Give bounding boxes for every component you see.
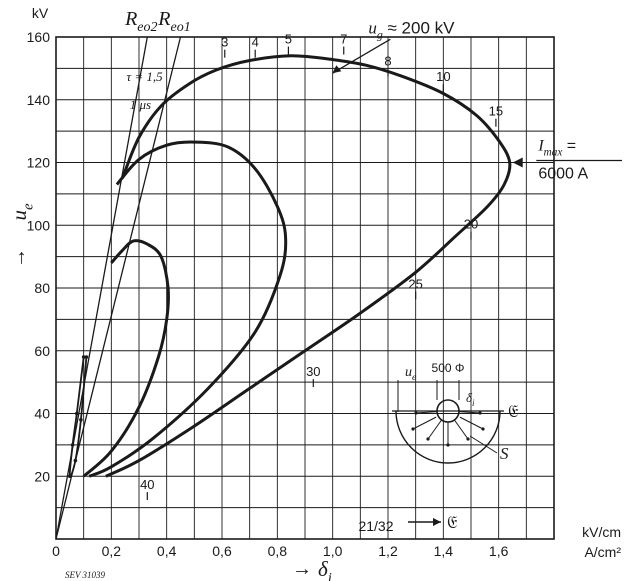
x-tick-label: 0 bbox=[52, 543, 60, 559]
point-label: 7 bbox=[340, 32, 347, 47]
series-curve bbox=[105, 54, 512, 478]
series-curve bbox=[88, 140, 288, 478]
y-tick-label: 20 bbox=[34, 468, 50, 484]
inset-field-ray bbox=[454, 420, 469, 440]
inset-field-ray bbox=[459, 416, 484, 430]
x-unit: A/cm² bbox=[584, 544, 621, 560]
y-tick-label: 100 bbox=[27, 217, 51, 233]
inset-ray-tip bbox=[466, 437, 470, 441]
inset-ray-tip bbox=[478, 411, 482, 415]
y-unit: kV bbox=[32, 5, 49, 21]
inset-delta-label: δi bbox=[466, 390, 475, 408]
x-arrow: → bbox=[292, 558, 312, 580]
inset-electrode bbox=[436, 399, 460, 423]
y-arrow: → bbox=[8, 248, 30, 268]
point-label: 10 bbox=[436, 69, 450, 84]
y-tick-label: 140 bbox=[27, 92, 51, 108]
grid bbox=[55, 36, 555, 540]
inset-field-symbol: 𝔈 bbox=[508, 402, 519, 421]
axes: 0 0,2 0,4 0,6 0,8 1,0 1,2 1,4 1,6 20 40 60 80 100 120 1… bbox=[7, 5, 621, 581]
series-point bbox=[73, 458, 78, 463]
x-tick-label: 1,0 bbox=[323, 543, 343, 559]
inset-ray-tip bbox=[426, 437, 430, 441]
inset-field-ray bbox=[427, 420, 442, 440]
inset-field-ray bbox=[458, 411, 481, 414]
point-label: 4 bbox=[252, 35, 259, 50]
series-point bbox=[81, 355, 86, 359]
x-tick-label: 0,2 bbox=[102, 543, 122, 559]
x-tick-label: 1,2 bbox=[378, 543, 398, 559]
inset-ray-tip bbox=[481, 427, 485, 431]
inset-dimension-label: 500 Φ bbox=[432, 361, 465, 375]
ug-arrowhead bbox=[332, 65, 342, 74]
point-label: 25 bbox=[408, 276, 422, 291]
imax-value: 6000 A bbox=[538, 166, 588, 183]
curves bbox=[68, 54, 512, 479]
imax-label: Imax = bbox=[537, 138, 576, 159]
x-axis-symbol: δi bbox=[318, 557, 332, 581]
series-point bbox=[74, 411, 79, 416]
inset-field-ray bbox=[412, 416, 437, 430]
x-tick-label: 0,6 bbox=[212, 543, 232, 559]
imax-arrowhead bbox=[512, 157, 523, 168]
point-label: 8 bbox=[384, 54, 391, 69]
series-point bbox=[79, 417, 83, 422]
ug-annotation: ug ≈ 200 kV bbox=[368, 18, 455, 41]
series-point bbox=[70, 443, 75, 447]
point-label: 40 bbox=[140, 477, 154, 492]
ug-pointer bbox=[332, 38, 391, 74]
point-label: 15 bbox=[489, 104, 503, 119]
x-tick-label: 0,8 bbox=[268, 543, 288, 559]
inset-ray-tip bbox=[414, 411, 418, 415]
inset-s-label: S bbox=[500, 444, 509, 463]
point-label: 5 bbox=[285, 32, 292, 47]
y-tick-label: 80 bbox=[34, 280, 50, 296]
y-tick-label: 40 bbox=[34, 406, 50, 422]
field-arrowhead bbox=[433, 518, 441, 526]
point-label: 3 bbox=[221, 35, 228, 50]
series-point bbox=[68, 474, 72, 479]
tau-annotation: τ = 1,5 bbox=[126, 69, 163, 84]
inset-diagram: ue 500 Φ δi 𝔈 S bbox=[392, 361, 519, 464]
figure-code: SEV 31039 bbox=[65, 570, 106, 580]
reference-line-label: Reo2 bbox=[124, 8, 157, 35]
reference-line-label: Reo1 bbox=[157, 8, 190, 35]
inset-half-disc bbox=[395, 410, 501, 464]
series-point bbox=[84, 355, 89, 359]
field-symbol: 𝔈 bbox=[447, 513, 458, 532]
annotation-text: 1 μs bbox=[130, 97, 151, 112]
point-labels: 3 4 5 7 8 10 15 20 25 30 40 bbox=[140, 32, 503, 501]
y-axis-symbol: ue bbox=[7, 203, 36, 221]
x-tick-label: 1,4 bbox=[434, 543, 454, 559]
x-tick-label: 1,6 bbox=[489, 543, 509, 559]
point-label: 30 bbox=[306, 364, 320, 379]
point-label: 20 bbox=[464, 217, 478, 232]
inset-ue-label: ue bbox=[405, 365, 417, 383]
y-tick-label: 160 bbox=[27, 29, 51, 45]
inset-ray-tip bbox=[446, 443, 450, 447]
plot-frame bbox=[55, 36, 555, 540]
series-curve bbox=[82, 239, 170, 478]
annotations: ug ≈ 200 kV τ = 1,5 1 μs Imax = 6000 A bbox=[126, 18, 622, 183]
inset-s-pointer bbox=[469, 435, 498, 454]
inset-field-ray bbox=[415, 411, 438, 414]
x-secondary-unit: kV/cm bbox=[582, 524, 621, 540]
y-tick-label: 60 bbox=[34, 343, 50, 359]
x-secondary-label: 21/32 bbox=[358, 518, 393, 534]
inset-ray-tip bbox=[411, 427, 415, 431]
x-tick-label: 0,4 bbox=[157, 543, 177, 559]
y-tick-label: 120 bbox=[27, 155, 51, 171]
